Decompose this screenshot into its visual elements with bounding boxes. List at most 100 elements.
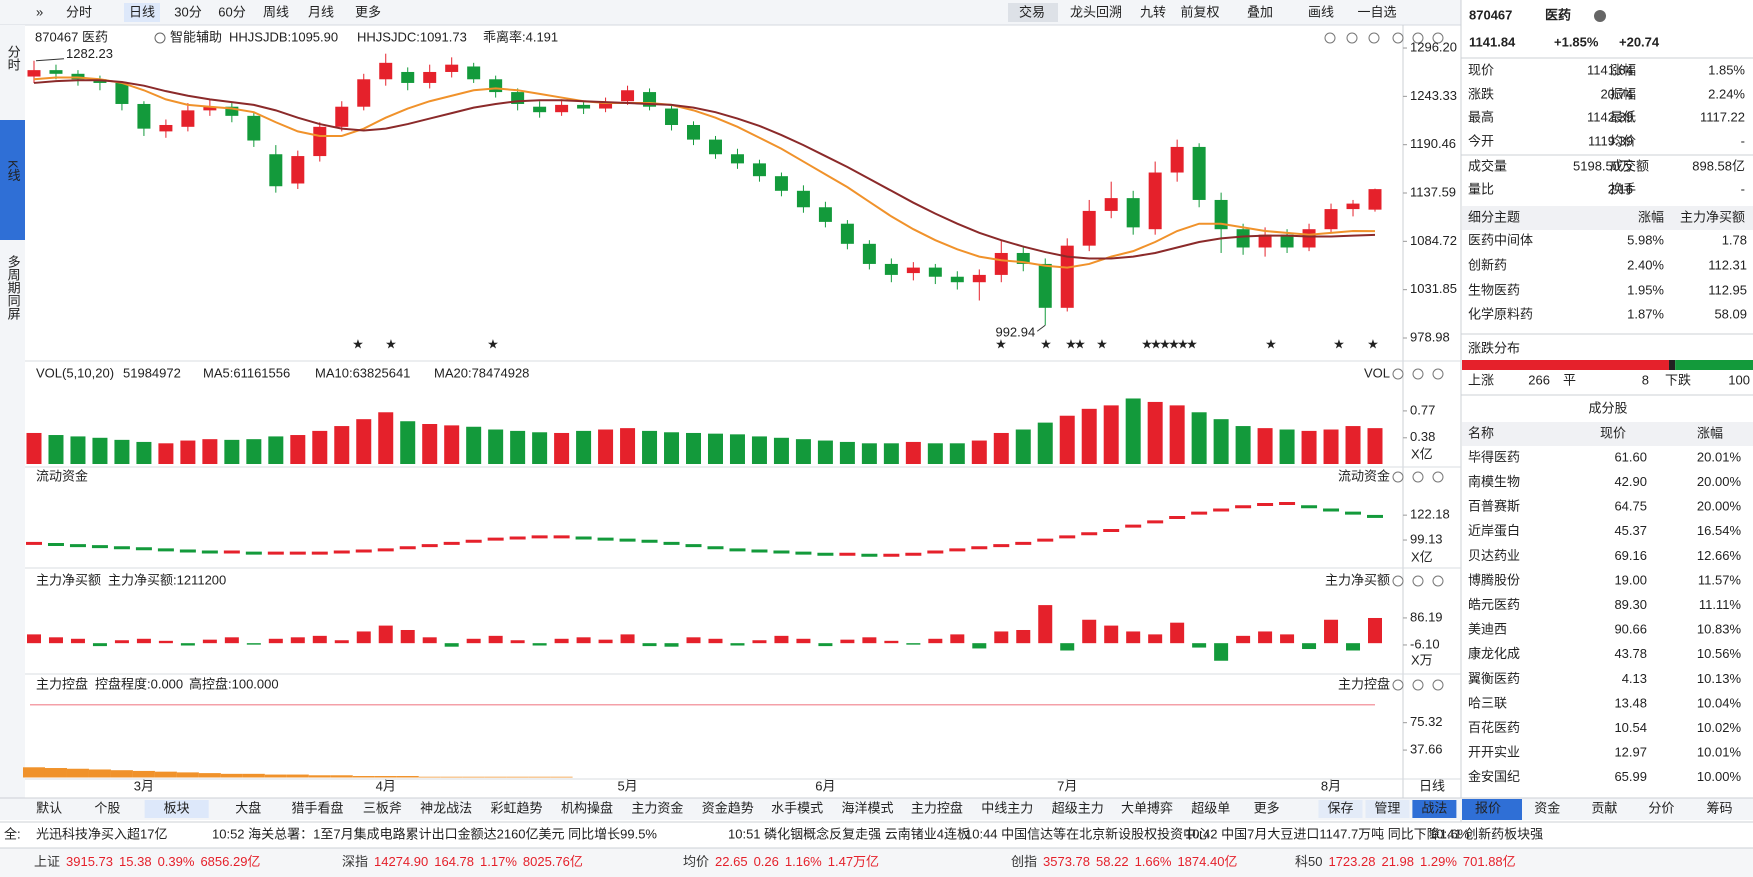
stock-name[interactable]: 博腾股份 — [1468, 572, 1520, 587]
net-bar — [598, 639, 613, 644]
side-tab[interactable]: 多周期同屏 — [6, 254, 21, 320]
toolbar-tab[interactable]: 月线 — [308, 4, 334, 19]
bottom-tab[interactable]: 资金趋势 — [702, 800, 754, 815]
side-tab[interactable]: 分时 — [6, 45, 21, 71]
toolbar-button[interactable]: 龙头回溯 — [1070, 4, 1122, 19]
volume-bar — [356, 419, 372, 464]
volume-bar — [180, 440, 196, 464]
bottom-tab[interactable]: 机构操盘 — [561, 800, 613, 815]
stock-name[interactable]: 南模生物 — [1468, 474, 1520, 489]
bottom-tab[interactable]: 超级主力 — [1052, 800, 1104, 815]
stat-label: 振幅 — [1610, 86, 1636, 101]
net-bar — [1346, 643, 1361, 651]
y-tick-label: -6.10 — [1410, 636, 1440, 651]
stock-name[interactable]: 贝达药业 — [1468, 548, 1520, 563]
pane-icon — [1392, 368, 1404, 380]
panel-tab[interactable]: 贡献 — [1591, 800, 1617, 815]
toolbar-tab[interactable]: 60分 — [218, 4, 245, 19]
bottom-tab[interactable]: 主力资金 — [631, 800, 683, 815]
bottom-tab[interactable]: 三板斧 — [363, 800, 402, 815]
bottom-tab[interactable]: 超级单 — [1191, 800, 1230, 815]
index-quote: 创指 3573.78 58.22 1.66% 1874.40亿 — [1011, 854, 1237, 869]
theme-net: 1.78 — [1722, 232, 1747, 247]
toolbar-button[interactable]: 九转 — [1140, 4, 1166, 19]
stock-pct: 12.66% — [1697, 548, 1742, 563]
control-bar — [198, 773, 221, 778]
candle-body — [621, 90, 635, 102]
news-prefix: 全: — [4, 826, 21, 841]
candle-body — [379, 62, 393, 80]
stock-name[interactable]: 康龙化成 — [1468, 646, 1520, 661]
assist: 智能辅助 — [170, 29, 222, 44]
stat-value: 20.74 — [1600, 86, 1633, 101]
side-tab[interactable]: K线 — [6, 160, 21, 182]
bottom-tab[interactable]: 中线主力 — [981, 800, 1033, 815]
stock-name[interactable]: 翼衡医药 — [1468, 671, 1520, 686]
stock-name[interactable]: 开开实业 — [1468, 745, 1520, 760]
net-bar — [1192, 643, 1207, 648]
index-value: 1.17% — [480, 854, 517, 869]
bottom-tab[interactable]: 大盘 — [235, 800, 261, 815]
bottom-tab[interactable]: 默认 — [36, 800, 62, 815]
toolbar-tab[interactable]: 周线 — [263, 4, 289, 19]
bottom-tab[interactable]: 水手模式 — [771, 800, 823, 815]
bottom-tab[interactable]: 彩虹趋势 — [491, 800, 543, 815]
bottom-tab[interactable]: 个股 — [94, 800, 120, 815]
code: 870467 — [35, 29, 78, 44]
toolbar-tab[interactable]: 30分 — [174, 4, 201, 19]
panel-tab[interactable]: 资金 — [1534, 800, 1560, 815]
stat-value: 1141.84 — [1587, 62, 1633, 77]
toolbar-tab[interactable]: 更多 — [355, 4, 381, 19]
stock-name[interactable]: 哈三联 — [1468, 695, 1507, 710]
toolbar-button[interactable]: 叠加 — [1247, 4, 1273, 19]
pane-icon — [1412, 575, 1424, 587]
y-tick-label: 0.38 — [1410, 429, 1435, 444]
stock-name[interactable]: 美迪西 — [1468, 622, 1507, 637]
stock-name[interactable]: 毕得医药 — [1468, 449, 1520, 464]
dist-flat — [1668, 360, 1676, 370]
bottom-tab[interactable]: 主力控盘 — [911, 800, 963, 815]
bottom-button[interactable]: 战法 — [1421, 800, 1447, 815]
candle-body — [1214, 199, 1228, 230]
stock-name[interactable]: 金安国纪 — [1468, 769, 1520, 784]
stock-price: 65.99 — [1614, 769, 1647, 784]
net-bar — [268, 638, 283, 644]
stat-label: 量比 — [1468, 181, 1494, 196]
bottom-tab[interactable]: 板块 — [164, 800, 190, 815]
theme-name[interactable]: 医药中间体 — [1468, 232, 1533, 247]
stock-name[interactable]: 近岸蛋白 — [1468, 523, 1520, 538]
bottom-tab[interactable]: 海洋模式 — [842, 800, 894, 815]
toolbar-button[interactable]: 画线 — [1308, 4, 1334, 19]
bottom-tab[interactable]: 猎手看盘 — [292, 800, 344, 815]
theme-name[interactable]: 生物医药 — [1468, 282, 1520, 297]
theme-name[interactable]: 化学原料药 — [1468, 306, 1533, 321]
stock-price: 19.00 — [1614, 572, 1647, 587]
stock-name[interactable]: 百普赛斯 — [1468, 499, 1520, 514]
bottom-tab[interactable]: 神龙战法 — [420, 800, 472, 815]
toolbar-button[interactable]: 交易 — [1019, 4, 1045, 19]
index-bar — [0, 848, 1753, 877]
panel-tab[interactable]: 筹码 — [1706, 800, 1732, 815]
toolbar-tab[interactable]: 分时 — [66, 4, 92, 19]
candle-body — [533, 106, 547, 113]
toolbar-button[interactable]: 一自选 — [1357, 4, 1396, 19]
bottom-tab[interactable]: 更多 — [1254, 800, 1280, 815]
bottom-button[interactable]: 保存 — [1327, 800, 1353, 815]
pane-title: VOL — [1364, 365, 1390, 380]
bottom-tab[interactable]: 大单搏弈 — [1121, 800, 1173, 815]
control-bar — [110, 770, 133, 778]
panel-tab[interactable]: 分价 — [1648, 800, 1674, 815]
stat-value: - — [1741, 133, 1745, 148]
net-bar — [906, 643, 921, 645]
theme-name[interactable]: 创新药 — [1468, 257, 1507, 272]
panel-tab[interactable]: 报价 — [1475, 800, 1501, 815]
stat-value: 5198.50万 — [1573, 158, 1633, 173]
net-bar — [752, 640, 767, 644]
toolbar-tab[interactable]: 日线 — [129, 4, 155, 19]
candle-body — [247, 115, 261, 141]
stock-name[interactable]: 百花医药 — [1468, 720, 1520, 735]
volume-bar — [1147, 401, 1163, 464]
toolbar-button[interactable]: 前复权 — [1180, 4, 1219, 19]
bottom-button[interactable]: 管理 — [1374, 800, 1400, 815]
stock-name[interactable]: 皓元医药 — [1468, 597, 1520, 612]
